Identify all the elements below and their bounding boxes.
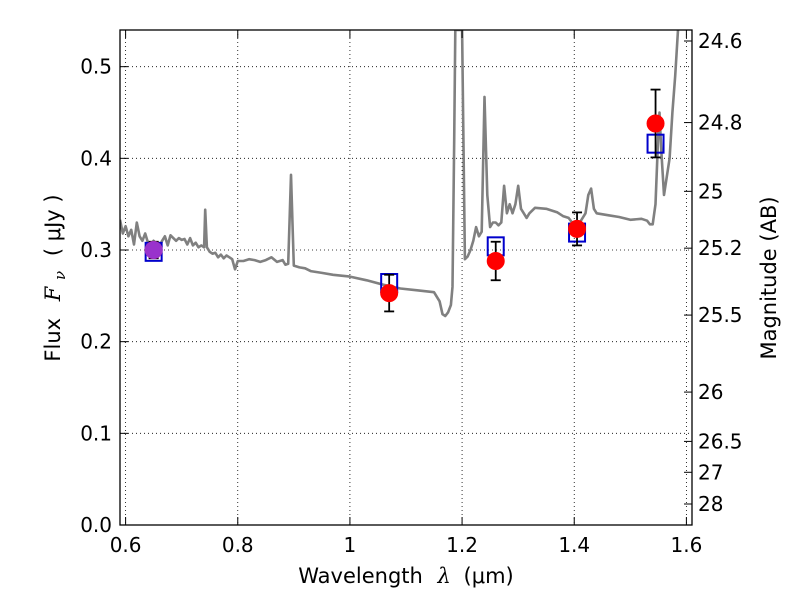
x-tick-label: 0.8	[222, 533, 254, 557]
plot-series	[120, 30, 680, 318]
axis-ticks: 0.6 0.8 1 1.2 1.4 1.6 0.0 0.1 0.2 0.3 0.4 0.5 24.6 24…	[80, 29, 742, 557]
y2-tick-label: 25	[698, 179, 723, 203]
y-axis-label-subscript: ν	[51, 271, 69, 280]
highlight-point	[144, 241, 163, 259]
observed-flux-point	[380, 284, 399, 303]
y-axis-label-symbol: F	[41, 285, 65, 302]
y-tick-label: 0.4	[80, 146, 112, 170]
plot-frame	[119, 29, 693, 526]
data-markers	[144, 88, 665, 313]
x-tick-label: 1	[344, 533, 357, 557]
y2-tick-label: 28	[698, 492, 723, 516]
x-axis-label-unit: (μm)	[464, 564, 514, 588]
y-tick-label: 0.3	[80, 238, 112, 262]
x-axis-label: Wavelength λ (μm)	[298, 564, 513, 588]
y-tick-label: 0.2	[80, 330, 112, 354]
y2-axis-label: Magnitude (AB)	[757, 196, 781, 359]
y-tick-label: 0.5	[80, 55, 112, 79]
y2-tick-label: 25.5	[698, 303, 743, 327]
observed-flux-point	[568, 219, 587, 238]
observed-flux-point	[646, 114, 665, 133]
y-axis-label-unit: ( μJy )	[41, 194, 65, 256]
y-tick-label: 0.0	[80, 513, 112, 537]
y2-tick-label: 26.5	[698, 429, 743, 453]
y2-tick-label: 24.8	[698, 111, 743, 135]
x-tick-label: 1.6	[670, 533, 702, 557]
y-tick-label: 0.1	[80, 421, 112, 445]
y2-tick-label: 27	[698, 460, 723, 484]
y2-tick-label: 24.6	[698, 29, 743, 53]
y-axis-label: Flux F ν ( μJy )	[41, 194, 70, 361]
grid	[120, 30, 692, 526]
y2-tick-label: 25.2	[698, 236, 743, 260]
x-tick-label: 1.4	[558, 533, 590, 557]
x-tick-label: 0.6	[110, 533, 142, 557]
observed-flux-point	[486, 252, 505, 270]
x-tick-label: 1.2	[446, 533, 478, 557]
x-axis-label-text: Wavelength	[298, 564, 423, 588]
y2-tick-label: 26	[698, 380, 723, 404]
x-axis-label-symbol: λ	[437, 564, 451, 588]
model-spectrum-line	[120, 30, 680, 318]
y-axis-label-text: Flux	[41, 318, 65, 362]
